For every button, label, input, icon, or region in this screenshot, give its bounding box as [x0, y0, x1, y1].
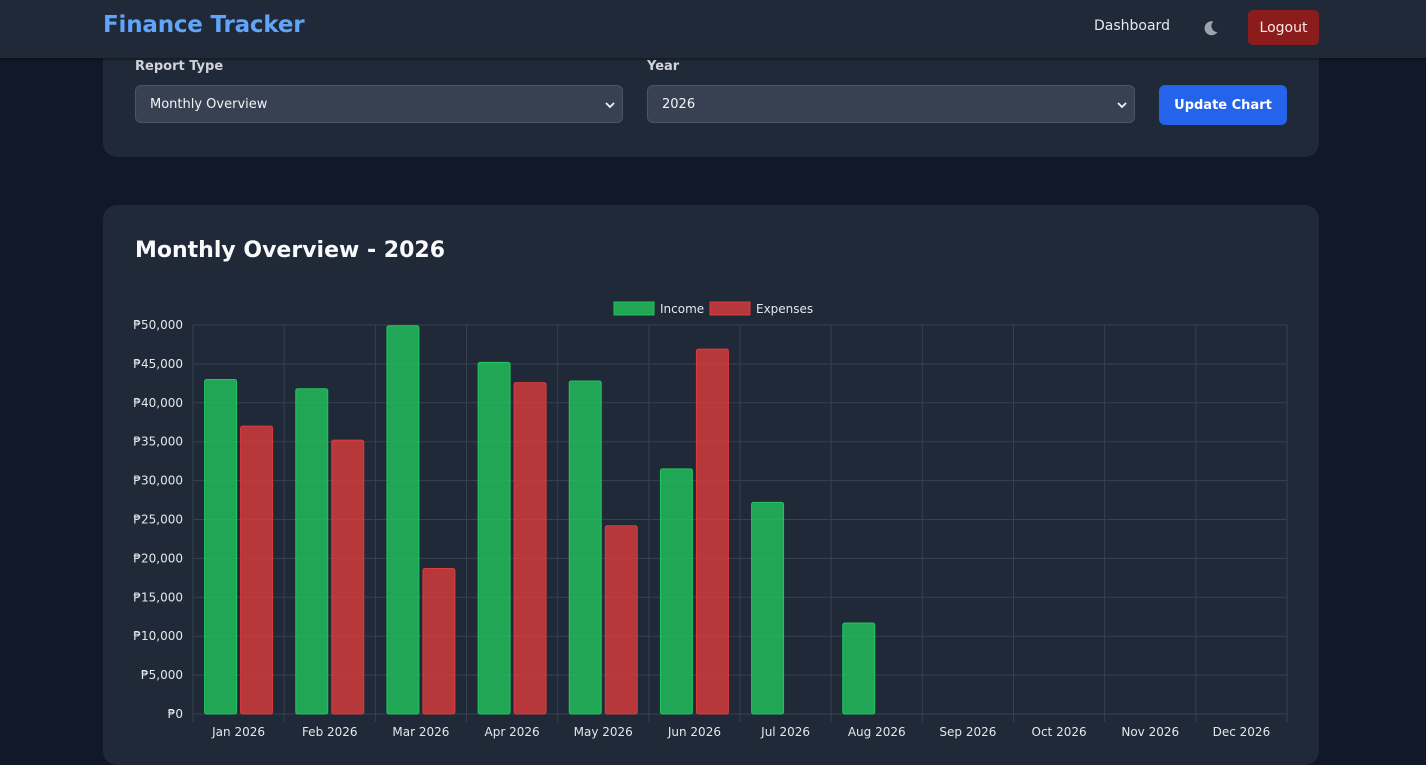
- expenses-bar: [695, 348, 729, 715]
- chevron-down-icon: [605, 102, 615, 109]
- year-select[interactable]: 2026: [647, 85, 1135, 123]
- income-bar: [204, 378, 238, 715]
- y-tick-label: ₱20,000: [133, 551, 183, 565]
- report-type-label: Report Type: [135, 59, 224, 74]
- navbar: Finance Tracker Dashboard Logout: [0, 0, 1426, 58]
- y-tick-label: ₱30,000: [133, 474, 183, 488]
- x-tick-label: Jun 2026: [667, 725, 721, 739]
- app-brand[interactable]: Finance Tracker: [103, 12, 305, 38]
- y-tick-label: ₱0: [168, 707, 183, 721]
- y-tick-label: ₱10,000: [133, 629, 183, 643]
- x-tick-label: Jan 2026: [211, 725, 265, 739]
- x-tick-label: Apr 2026: [485, 725, 540, 739]
- x-tick-label: Sep 2026: [939, 725, 996, 739]
- expenses-bar: [513, 382, 547, 715]
- chart-title: Monthly Overview - 2026: [135, 238, 446, 263]
- x-tick-label: Nov 2026: [1121, 725, 1179, 739]
- legend-label-income: Income: [660, 302, 704, 316]
- expenses-bar: [422, 568, 456, 715]
- moon-icon[interactable]: [1200, 17, 1222, 39]
- report-type-select[interactable]: Monthly Overview: [135, 85, 623, 123]
- x-tick-label: Oct 2026: [1032, 725, 1087, 739]
- logout-button[interactable]: Logout: [1248, 10, 1319, 45]
- update-chart-button[interactable]: Update Chart: [1159, 85, 1287, 125]
- y-tick-label: ₱50,000: [133, 318, 183, 332]
- y-tick-label: ₱25,000: [133, 513, 183, 527]
- y-tick-label: ₱5,000: [141, 668, 183, 682]
- y-tick-label: ₱45,000: [133, 357, 183, 371]
- y-tick-label: ₱15,000: [133, 590, 183, 604]
- y-tick-label: ₱40,000: [133, 396, 183, 410]
- year-label: Year: [647, 59, 680, 74]
- x-tick-label: Aug 2026: [848, 725, 906, 739]
- income-bar: [386, 325, 420, 715]
- expenses-bar: [604, 525, 638, 715]
- y-tick-label: ₱35,000: [133, 435, 183, 449]
- income-bar: [295, 388, 329, 715]
- x-tick-label: Mar 2026: [392, 725, 449, 739]
- legend-swatch-expenses: [709, 301, 751, 316]
- year-value: 2026: [662, 97, 696, 112]
- x-tick-label: May 2026: [574, 725, 633, 739]
- nav-dashboard-link[interactable]: Dashboard: [1094, 18, 1170, 34]
- income-bar: [568, 380, 602, 715]
- income-bar: [659, 468, 693, 715]
- expenses-bar: [331, 439, 365, 715]
- income-bar: [842, 622, 876, 715]
- x-tick-label: Jul 2026: [760, 725, 810, 739]
- monthly-overview-chart: ₱0 ₱5,000 ₱10,000 ₱15,000 ₱20,000 ₱25,000 ₱30,…: [133, 301, 1288, 739]
- legend-label-expenses: Expenses: [756, 302, 813, 316]
- x-tick-label: Feb 2026: [302, 725, 358, 739]
- income-bar: [477, 361, 511, 715]
- report-type-value: Monthly Overview: [150, 97, 268, 112]
- income-bar: [751, 501, 785, 715]
- expenses-bar: [240, 425, 274, 715]
- chevron-down-icon: [1117, 102, 1127, 109]
- legend-swatch-income: [613, 301, 655, 316]
- x-tick-label: Dec 2026: [1213, 725, 1271, 739]
